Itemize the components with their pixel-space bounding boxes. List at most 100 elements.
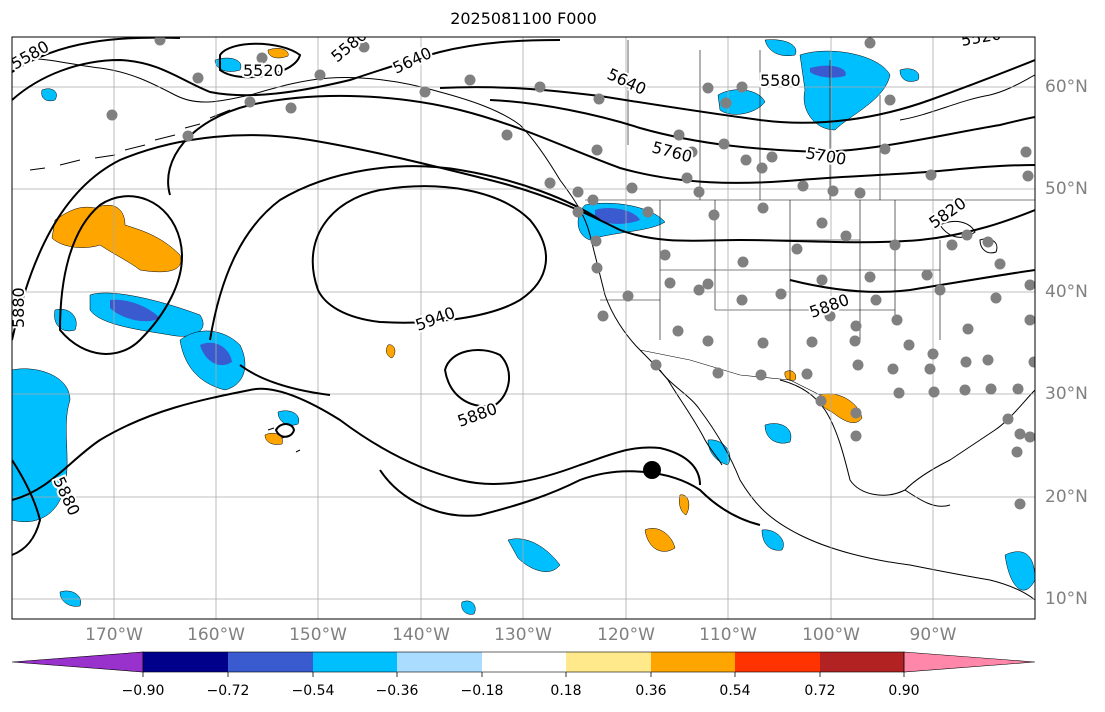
gulf-of-mexico-coast (779, 379, 1035, 496)
contour-label: 5880 (455, 399, 500, 431)
contour-label: 5640 (390, 43, 435, 77)
longitude-label: 150°W (289, 625, 347, 645)
colorbar-tick-label: −0.72 (206, 683, 250, 699)
cold-anomaly-patch (764, 39, 797, 56)
colorbar-frame (142, 651, 905, 673)
contour-line (209, 165, 601, 341)
contour-label: 5580 (8, 37, 53, 74)
contour-line (239, 364, 331, 396)
longitude-label: 140°W (392, 625, 450, 645)
latitude-label: 30°N (1045, 384, 1088, 404)
contour-line (12, 39, 561, 101)
colorbar-tick-label: 0.18 (550, 683, 582, 699)
yucatan-coast (904, 489, 951, 507)
colorbar-tick-label: 0.72 (804, 683, 836, 699)
colorbar-tick-label: −0.36 (375, 683, 419, 699)
cold-anomaly-patch (461, 600, 476, 615)
cold-anomaly-patch (41, 88, 57, 102)
contour-label: 5580 (760, 71, 801, 90)
contour-label: 5880 (9, 287, 28, 328)
latitude-label: 60°N (1045, 77, 1088, 97)
aleutian-chain (29, 109, 231, 171)
baja-california (667, 379, 723, 466)
cold-anomaly-core (110, 299, 160, 322)
cold-anomaly-patch (764, 423, 792, 444)
contour-line (12, 459, 42, 556)
contour-label: 5700 (804, 143, 847, 169)
warm-anomaly-patch (679, 494, 690, 516)
cold-anomaly-patch (899, 68, 920, 82)
graticule (12, 37, 1035, 619)
colorbar-segment (397, 652, 482, 672)
colorbar-tick-label: −0.18 (460, 683, 504, 699)
cold-anomaly-patch (1004, 551, 1035, 591)
observation-stations (106, 37, 1035, 510)
colorbar-low-extension (11, 651, 144, 673)
latitude-label: 20°N (1045, 487, 1088, 507)
target-location-marker (643, 461, 661, 479)
us-mexico-border (639, 349, 821, 396)
contour-line (789, 269, 1035, 293)
warm-anomaly-patch (264, 432, 283, 445)
longitude-label: 170°W (85, 625, 143, 645)
colorbar-segment (651, 652, 735, 672)
contour-line (379, 469, 761, 526)
cold-anomaly-core (810, 65, 846, 78)
cold-anomaly-patch (214, 57, 242, 72)
warm-anomaly-patch (51, 204, 182, 273)
colorbar-segment (820, 652, 904, 672)
hudson-bay-coast (899, 74, 1035, 121)
cold-anomaly-patch (507, 538, 561, 572)
colorbar-segment (482, 652, 566, 672)
cold-anomaly-patch (717, 89, 766, 115)
longitude-label: 110°W (699, 625, 757, 645)
longitude-label: 90°W (909, 625, 957, 645)
contour-label: 5640 (604, 64, 649, 98)
contour-line (12, 387, 701, 501)
contour-label: 5820 (925, 193, 969, 232)
anomaly-shading (12, 39, 1035, 615)
cold-anomaly-patch (54, 308, 77, 332)
colorbar-segment (566, 652, 651, 672)
warm-anomaly-patch (644, 528, 676, 552)
colorbar-segment (735, 652, 820, 672)
cold-anomaly-patch (799, 50, 891, 131)
contour-line (219, 42, 302, 79)
colorbar-tick-label: 0.90 (888, 683, 920, 699)
cold-anomaly-core (595, 208, 640, 224)
colorbar-tick-label: 0.36 (635, 683, 667, 699)
contour-label: 5940 (413, 303, 458, 335)
contour-line (489, 99, 1035, 154)
colorbar (11, 651, 1036, 677)
warm-anomaly-patch (386, 344, 396, 359)
colorbar-segment (228, 652, 313, 672)
political-borders (585, 40, 1035, 396)
longitude-label: 100°W (802, 625, 860, 645)
mexico-pacific-coast (659, 369, 1035, 601)
colorbar-segment (313, 652, 397, 672)
cold-anomaly-patch (761, 529, 784, 551)
contour-line (58, 195, 183, 355)
latitude-label: 50°N (1045, 179, 1088, 199)
canada-province-lines (699, 50, 881, 200)
contour-line (311, 185, 547, 324)
colorbar-tick-label: −0.54 (291, 683, 335, 699)
warm-anomaly-patch (267, 48, 289, 59)
map-frame (11, 36, 1036, 620)
north-america-west-coast (519, 124, 669, 381)
contour-line (167, 94, 1035, 196)
longitude-label: 130°W (494, 625, 552, 645)
contour-line (274, 423, 296, 438)
latitude-label: 40°N (1045, 282, 1088, 302)
colorbar-tick-label: 0.54 (719, 683, 751, 699)
colorbar-segment (143, 652, 228, 672)
latitude-label: 10°N (1045, 589, 1088, 609)
height-contours (12, 37, 1035, 556)
colorbar-high-extension (903, 651, 1036, 673)
longitude-label: 160°W (187, 625, 245, 645)
contour-line (439, 59, 1035, 124)
map-title: 2025081100 F000 (450, 9, 597, 28)
contour-label: 5520 (243, 61, 284, 80)
longitude-label: 120°W (597, 625, 655, 645)
colorbar-tick-label: −0.90 (121, 683, 165, 699)
